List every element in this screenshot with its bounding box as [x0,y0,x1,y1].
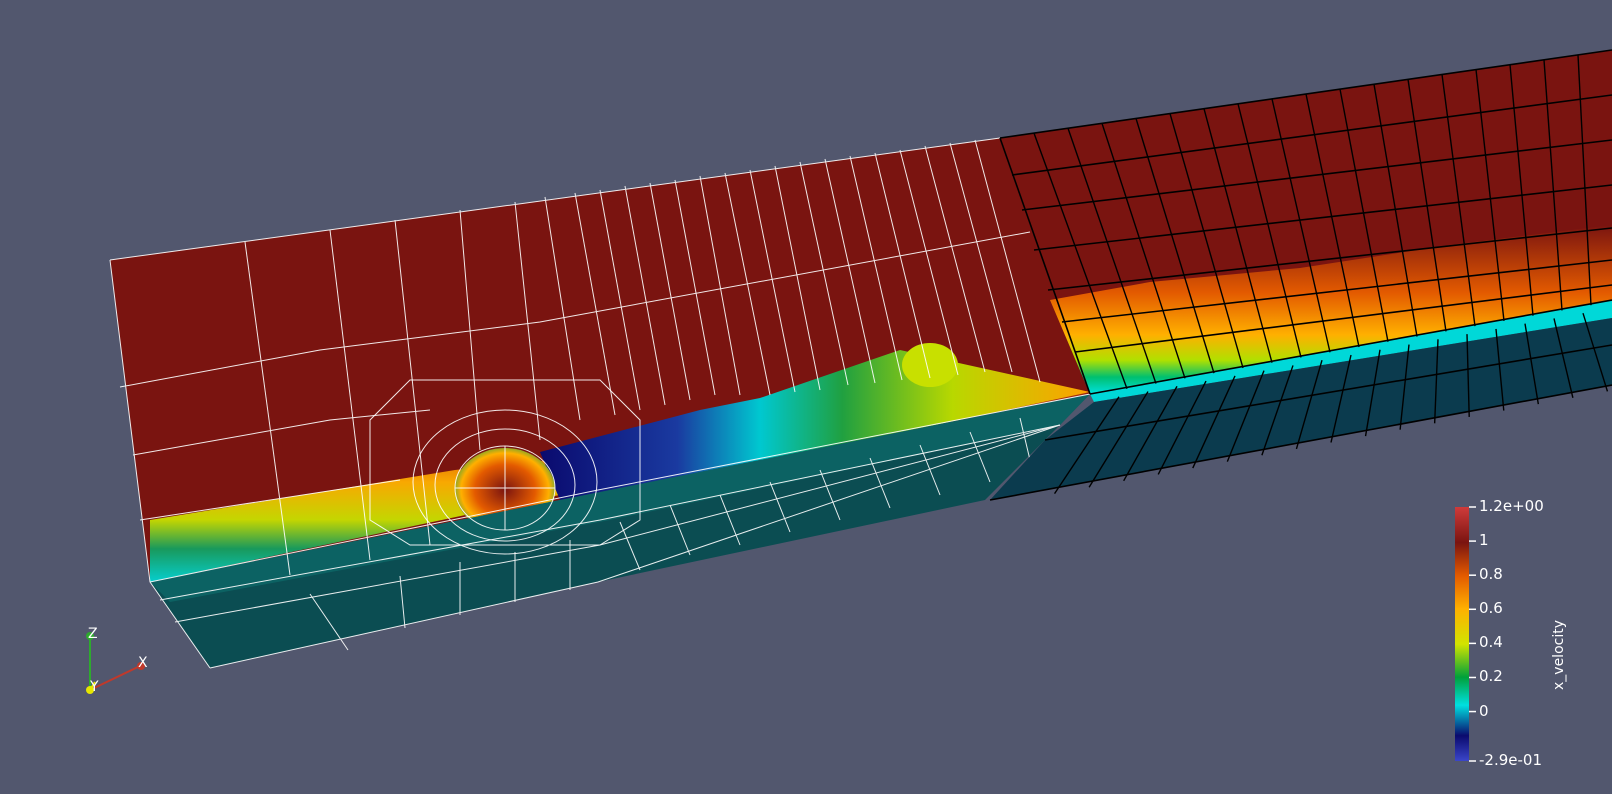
scalar-bar-title: x_velocity [1551,620,1567,690]
mesh-grid-line [1509,64,1534,316]
colorbar-tick-label: 0.2 [1479,667,1503,686]
mesh-grid-line [1582,313,1609,392]
mesh-grid-line [1203,108,1273,363]
colorbar-tick-label: 1.2e+00 [1479,497,1544,515]
mesh-grid-line [1053,396,1120,494]
mesh-grid-line [1088,391,1149,488]
colorbar-tick-label: 0.8 [1479,565,1503,584]
mesh-grid-line [1399,344,1410,430]
y-axis-label: Y [90,679,99,695]
mesh-grid-line [1295,360,1323,450]
mesh-grid-line [1169,113,1244,369]
mesh-grid-line [1543,59,1563,311]
z-axis-label: Z [88,626,98,642]
mesh-grid-line [1237,103,1302,358]
mesh-grid-line [1441,74,1476,327]
colorbar-tick-label: -2.9e-01 [1479,751,1542,769]
mesh-grid-line [1407,79,1447,332]
colorbar-tick-label: 1 [1479,531,1489,550]
mesh-grid-line [1192,375,1236,469]
mesh-grid-line [1305,93,1360,348]
mesh-grid-line [1101,123,1186,379]
mesh-grid-line [1330,354,1352,443]
y-axis-icon [86,686,94,694]
mesh-block-left [109,137,1091,669]
mesh-grid-line [1157,380,1207,475]
mesh-grid-line [1577,54,1592,306]
mesh-grid-line [1524,323,1540,405]
x-axis-icon [137,662,145,670]
orientation-axes [86,632,145,694]
mesh-grid-line [1271,98,1331,353]
colorbar-tick-label: 0.6 [1479,599,1503,618]
colorbar-gradient [1455,507,1469,761]
z-axis-icon [86,632,94,640]
scalar-bar [1455,506,1476,762]
mesh-grid-line [1226,370,1265,462]
mesh-grid-line [1475,69,1505,321]
mesh-grid-line [1364,349,1381,437]
mesh-grid-line [1553,318,1574,398]
mesh-grid-line [1433,339,1439,424]
mesh-grid-line [1261,365,1294,456]
x-axis-label: X [138,655,148,671]
mesh-grid-line [1135,118,1215,374]
mesh-grid-line [1067,127,1157,384]
mesh-grid-line [1033,132,1128,390]
mesh-grid-line [1373,84,1418,337]
mesh-grid-line [1123,385,1178,482]
mesh-grid-line [1495,328,1505,411]
mesh-grid-line [1466,334,1470,417]
colorbar-tick-label: 0.4 [1479,633,1503,652]
mesh-grid-line [1339,88,1389,342]
mesh-block-right [989,49,1612,501]
colorbar-tick-label: 0 [1479,701,1489,720]
